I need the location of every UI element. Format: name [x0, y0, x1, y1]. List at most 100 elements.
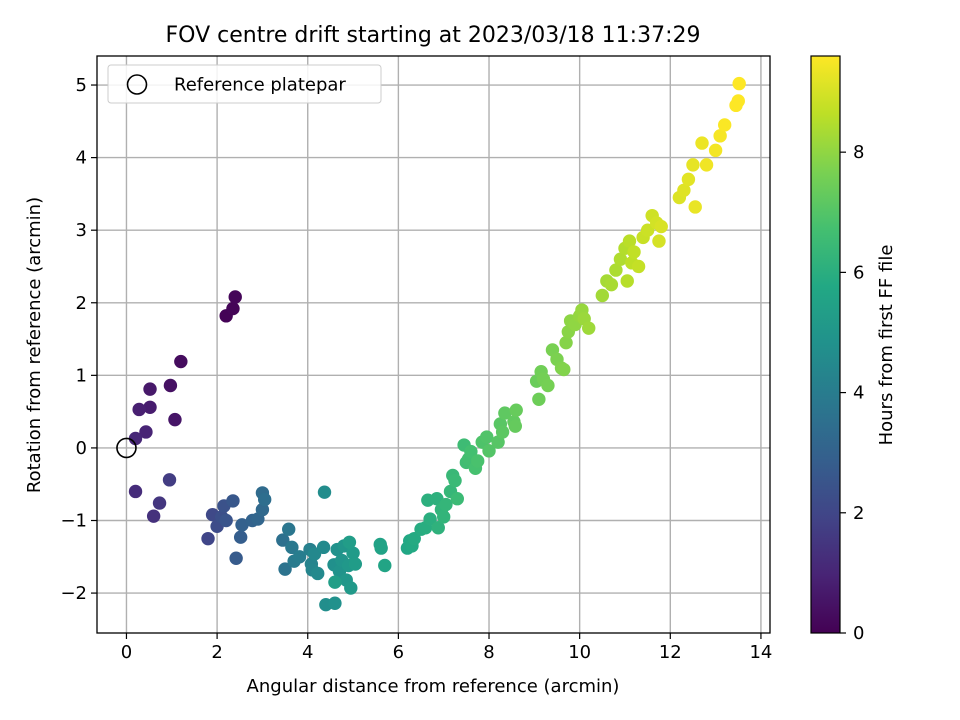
- colorbar-tick-label: 4: [853, 383, 864, 404]
- data-point: [731, 94, 745, 108]
- data-point: [688, 200, 702, 214]
- data-point: [282, 522, 296, 536]
- data-point: [498, 406, 512, 420]
- data-point: [627, 245, 641, 259]
- colorbar-tick-label: 6: [853, 262, 864, 283]
- data-point: [448, 473, 462, 488]
- data-point: [431, 521, 445, 535]
- data-point: [229, 551, 243, 565]
- data-point: [257, 492, 272, 507]
- y-tick-label: 2: [76, 293, 87, 314]
- x-tick-label: 12: [659, 642, 682, 663]
- data-point: [681, 172, 696, 187]
- data-point: [255, 502, 270, 517]
- x-axis-ticks: 0 2 4 6 8 10 12 14: [121, 633, 772, 663]
- grid-lines: [97, 56, 770, 633]
- data-point: [508, 419, 523, 433]
- data-point: [495, 425, 510, 439]
- data-point: [219, 513, 233, 528]
- data-point: [292, 550, 307, 564]
- data-point: [348, 557, 363, 571]
- data-point: [139, 425, 153, 439]
- data-point: [708, 143, 723, 158]
- data-point: [732, 76, 746, 91]
- data-point: [201, 531, 215, 546]
- data-point: [163, 378, 178, 393]
- data-point: [613, 252, 628, 266]
- x-tick-label: 6: [393, 642, 404, 663]
- data-point: [482, 444, 496, 458]
- colorbar-tick-label: 2: [853, 503, 864, 524]
- data-point: [620, 274, 634, 288]
- colorbar-label: Hours from first FF file: [876, 245, 897, 446]
- data-point: [311, 566, 325, 581]
- data-point: [464, 444, 478, 459]
- colorbar-tick-label: 0: [853, 623, 864, 644]
- data-point: [480, 430, 494, 444]
- y-tick-label: 1: [76, 365, 87, 386]
- legend-box: [107, 64, 382, 104]
- data-point: [317, 485, 332, 499]
- data-point: [174, 354, 188, 369]
- data-point: [509, 403, 523, 417]
- legend: Reference platepar: [107, 64, 382, 104]
- data-point: [654, 219, 668, 234]
- legend-reference-marker: [126, 74, 148, 95]
- data-point: [278, 562, 292, 576]
- data-point: [128, 431, 143, 446]
- data-point: [541, 378, 555, 393]
- data-point: [226, 494, 240, 508]
- x-tick-label: 4: [302, 642, 313, 663]
- y-tick-label: 4: [76, 148, 87, 169]
- data-point: [228, 290, 242, 304]
- data-point: [439, 497, 453, 512]
- data-point: [423, 512, 437, 526]
- data-point: [276, 533, 290, 547]
- data-point: [235, 518, 249, 532]
- data-point: [622, 234, 637, 248]
- x-axis-label: Angular distance from reference (arcmin): [247, 676, 620, 697]
- x-tick-label: 2: [211, 642, 222, 663]
- x-tick-label: 14: [749, 642, 772, 663]
- x-tick-label: 8: [483, 642, 494, 663]
- data-point: [328, 596, 342, 610]
- colorbar-tick-label: 8: [853, 142, 864, 163]
- data-point: [595, 288, 610, 303]
- y-tick-label: 0: [76, 438, 87, 459]
- data-point: [226, 301, 240, 316]
- data-point: [407, 531, 421, 546]
- data-point: [285, 540, 299, 555]
- scatter-points: [128, 76, 746, 612]
- data-point: [344, 581, 358, 595]
- data-point: [436, 510, 451, 524]
- data-point: [168, 412, 182, 427]
- data-point: [328, 575, 342, 589]
- data-point: [604, 277, 619, 292]
- data-point: [152, 496, 167, 510]
- data-point: [713, 129, 727, 143]
- data-point: [557, 362, 571, 377]
- colorbar-gradient: [810, 55, 841, 634]
- data-point: [631, 259, 646, 274]
- data-point: [143, 400, 157, 414]
- colorbar-ticks: 0 2 4 6 8: [840, 142, 864, 644]
- data-point: [143, 382, 157, 396]
- data-point: [146, 509, 161, 523]
- legend-entry-reference-platepar: Reference platepar: [174, 75, 346, 96]
- y-axis-ticks: −2 −1 0 1 2 3 4 5: [60, 75, 97, 604]
- data-point: [532, 392, 546, 406]
- data-point: [677, 183, 691, 197]
- data-point: [346, 546, 360, 560]
- data-point: [559, 335, 573, 350]
- data-point: [132, 402, 146, 417]
- y-tick-label: 3: [76, 220, 87, 241]
- y-tick-label: −2: [60, 583, 87, 604]
- data-point: [162, 473, 177, 487]
- chart-title: FOV centre drift starting at 2023/03/18 …: [166, 23, 701, 48]
- data-point: [374, 541, 388, 555]
- data-point: [699, 158, 714, 172]
- data-point: [695, 136, 709, 150]
- y-axis-label: Rotation from reference (arcmin): [24, 197, 45, 493]
- y-tick-label: −1: [60, 511, 87, 532]
